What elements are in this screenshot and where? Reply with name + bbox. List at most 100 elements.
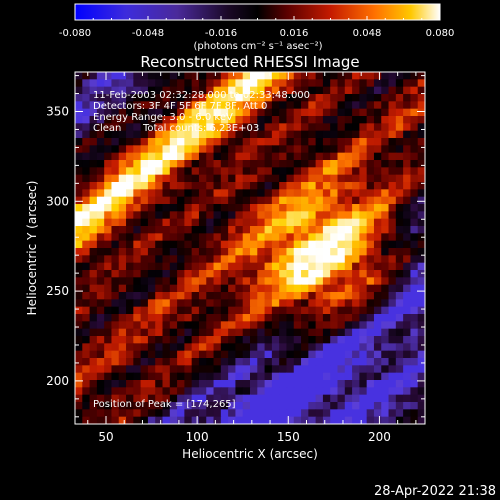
heatmap-cell <box>235 218 244 227</box>
heatmap-cell <box>126 174 134 183</box>
heatmap-cell <box>198 226 207 234</box>
heatmap-cell <box>330 240 339 249</box>
chart-title: Reconstructed RHESSI Image <box>140 53 359 71</box>
heatmap-cell <box>198 160 207 168</box>
heatmap-cell <box>133 130 142 139</box>
heatmap-cell <box>177 402 185 410</box>
heatmap-cell <box>133 328 142 337</box>
heatmap-cell <box>242 262 251 271</box>
heatmap-cell <box>162 240 171 249</box>
heatmap-cell <box>403 138 412 146</box>
heatmap-cell <box>264 94 273 102</box>
heatmap-cell <box>147 365 156 374</box>
heatmap-cell <box>147 394 156 403</box>
heatmap-cell <box>366 387 375 396</box>
heatmap-cell <box>126 299 134 308</box>
heatmap-cell <box>111 350 120 359</box>
heatmap-cell <box>264 204 273 212</box>
heatmap-cell <box>395 218 404 227</box>
heatmap-cell <box>388 299 397 308</box>
heatmap-cell <box>147 211 156 220</box>
heatmap-cell <box>147 343 156 352</box>
heatmap-cell <box>75 211 83 220</box>
heatmap-cell <box>366 299 375 308</box>
heatmap-cell <box>264 270 273 278</box>
heatmap-cell <box>330 79 339 88</box>
heatmap-cell <box>89 284 98 293</box>
heatmap-cell <box>147 262 156 271</box>
heatmap-cell <box>250 299 258 308</box>
heatmap-cell <box>322 328 331 337</box>
y-tick-label: 350 <box>46 105 69 119</box>
heatmap-cell <box>286 299 295 308</box>
heatmap-cell <box>206 116 215 124</box>
heatmap-cell <box>381 72 390 80</box>
heatmap-cell <box>169 101 178 110</box>
heatmap-cell <box>242 218 251 227</box>
heatmap-cell <box>89 255 98 264</box>
heatmap-cell <box>118 218 127 227</box>
heatmap-cell <box>417 196 425 205</box>
heatmap-cell <box>337 182 346 190</box>
heatmap-cell <box>257 387 266 396</box>
heatmap-cell <box>344 350 353 359</box>
heatmap-cell <box>111 108 120 117</box>
heatmap-cell <box>388 372 397 381</box>
heatmap-cell <box>417 94 425 102</box>
heatmap-cell <box>279 182 288 190</box>
heatmap-cell <box>322 387 331 396</box>
heatmap-cell <box>206 380 215 388</box>
heatmap-cell <box>96 328 105 337</box>
heatmap-cell <box>344 101 353 110</box>
heatmap-cell <box>126 343 134 352</box>
heatmap-cell <box>403 196 412 205</box>
heatmap-cell <box>206 402 215 410</box>
heatmap-cell <box>271 380 280 388</box>
heatmap-cell <box>293 409 302 418</box>
heatmap-cell <box>250 270 258 278</box>
heatmap-cell <box>111 277 120 286</box>
heatmap-cell <box>184 204 193 212</box>
heatmap-cell <box>213 270 222 278</box>
heatmap-cell <box>388 358 397 366</box>
heatmap-cell <box>373 108 382 117</box>
heatmap-cell <box>308 306 317 315</box>
heatmap-cell <box>75 306 83 315</box>
heatmap-cell <box>140 365 149 374</box>
heatmap-cell <box>96 350 105 359</box>
heatmap-cell <box>184 387 193 396</box>
heatmap-cell <box>111 284 120 293</box>
heatmap-cell <box>279 314 288 322</box>
heatmap-cell <box>264 350 273 359</box>
heatmap-cell <box>322 123 331 132</box>
heatmap-cell <box>286 79 295 88</box>
heatmap-cell <box>162 299 171 308</box>
heatmap-cell <box>126 336 134 344</box>
heatmap-cell <box>381 116 390 124</box>
heatmap-cell <box>75 160 83 168</box>
heatmap-cell <box>250 277 258 286</box>
heatmap-cell <box>344 189 353 198</box>
heatmap-cell <box>147 409 156 418</box>
heatmap-cell <box>82 416 91 424</box>
heatmap-cell <box>257 314 266 322</box>
heatmap-cell <box>169 211 178 220</box>
heatmap-cell <box>403 262 412 271</box>
heatmap-cell <box>381 145 390 154</box>
heatmap-cell <box>82 270 91 278</box>
heatmap-cell <box>330 292 339 300</box>
heatmap-cell <box>198 123 207 132</box>
heatmap-cell <box>111 116 120 124</box>
heatmap-cell <box>133 409 142 418</box>
heatmap-cell <box>359 358 368 366</box>
heatmap-cell <box>75 365 83 374</box>
heatmap-cell <box>126 116 134 124</box>
heatmap-cell <box>322 284 331 293</box>
heatmap-cell <box>395 306 404 315</box>
heatmap-cell <box>140 306 149 315</box>
heatmap-cell <box>111 270 120 278</box>
heatmap-cell <box>228 262 237 271</box>
heatmap-cell <box>279 189 288 198</box>
heatmap-cell <box>293 101 302 110</box>
